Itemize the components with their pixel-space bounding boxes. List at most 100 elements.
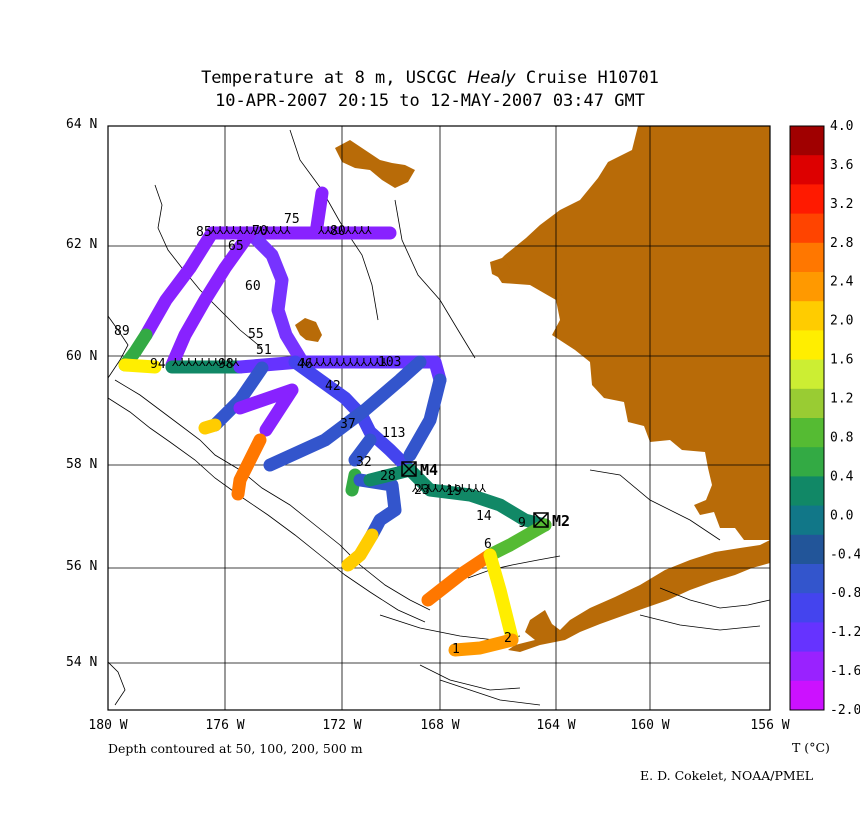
colorbar-swatch <box>790 593 824 623</box>
lat-tick-label: 64 N <box>66 117 97 132</box>
svg-text:⅄⅄⅄⅄⅄⅄⅄⅄⅄⅄⅄⅄⅄: ⅄⅄⅄⅄⅄⅄⅄⅄⅄⅄⅄⅄⅄ <box>299 356 388 369</box>
track-segment <box>483 518 552 562</box>
lat-tick-label: 54 N <box>66 655 97 670</box>
station-markers: ⅄⅄⅄⅄⅄⅄⅄⅄⅄⅄⅄⅄ ⅄⅄⅄⅄⅄⅄⅄⅄ ⅄⅄⅄⅄⅄⅄⅄⅄⅄⅄⅄⅄⅄ ⅄⅄⅄⅄… <box>171 224 486 495</box>
svg-text:1: 1 <box>452 642 460 657</box>
colorbar-tick-label: -2.0 <box>830 703 860 718</box>
svg-text:23: 23 <box>414 483 430 498</box>
lat-tick-label: 60 N <box>66 349 97 364</box>
svg-text:70: 70 <box>252 224 268 239</box>
colorbar-tick-label: 0.4 <box>830 469 854 484</box>
track-segment <box>341 528 379 572</box>
svg-text:14: 14 <box>476 509 492 524</box>
track-segment <box>165 226 257 372</box>
colorbar-swatch <box>790 388 824 419</box>
lat-tick-label: 58 N <box>66 457 97 472</box>
colorbar-swatch <box>790 359 824 390</box>
track-segment <box>421 548 497 607</box>
colorbar-tick-label: 2.4 <box>830 275 854 290</box>
lon-tick-label: 160 W <box>630 718 669 733</box>
svg-text:89: 89 <box>114 324 130 339</box>
track-segment <box>448 633 519 657</box>
track-segment <box>403 373 447 462</box>
station-labels: 1 2 6 9 14 19 23 28 32 37 42 46 51 55 60… <box>114 212 526 657</box>
track-segment <box>483 548 519 645</box>
longitude-axis: 180 W 176 W 172 W 168 W 164 W 160 W 156 … <box>88 718 789 733</box>
colorbar-swatch <box>790 126 824 156</box>
map-title-line1: Temperature at 8 m, USCGC Healy Cruise H… <box>201 68 659 88</box>
lon-tick-label: 172 W <box>322 718 361 733</box>
svg-text:103: 103 <box>378 355 401 370</box>
svg-text:19: 19 <box>446 484 462 499</box>
colorbar-tick-label: 0.0 <box>830 508 853 523</box>
track-segment <box>198 418 222 435</box>
colorbar-tick-label: 4.0 <box>830 119 853 134</box>
track-segment <box>233 355 447 387</box>
svg-text:98: 98 <box>218 357 234 372</box>
colorbar-swatch <box>790 447 824 477</box>
track-segment <box>208 361 269 432</box>
lon-tick-label: 156 W <box>750 718 789 733</box>
svg-text:2: 2 <box>504 631 512 646</box>
svg-text:113: 113 <box>382 426 405 441</box>
lon-tick-label: 176 W <box>205 718 244 733</box>
land-mass <box>295 126 770 652</box>
map-title-line2: 10-APR-2007 20:15 to 12-MAY-2007 03:47 G… <box>215 91 645 111</box>
colorbar-swatch <box>790 272 824 302</box>
mooring-m2: M2 <box>533 512 570 530</box>
svg-text:M4: M4 <box>420 461 438 479</box>
colorbar-tick-label: -0.8 <box>830 586 860 601</box>
colorbar-swatch <box>790 213 824 244</box>
grid-lines <box>108 126 770 710</box>
colorbar-tick-label: -0.4 <box>830 547 860 562</box>
colorbar-tick-label: -1.2 <box>830 625 860 640</box>
svg-text:37: 37 <box>340 417 356 432</box>
colorbar-swatch <box>790 155 824 185</box>
svg-text:32: 32 <box>356 455 372 470</box>
colorbar-tick-label: 2.8 <box>830 236 853 251</box>
colorbar-swatch <box>790 680 824 711</box>
svg-text:94: 94 <box>150 357 166 372</box>
temperature-colorbar <box>789 125 825 711</box>
lon-tick-label: 168 W <box>420 718 459 733</box>
colorbar-swatch <box>790 564 824 594</box>
colorbar-unit-label: T (°C) <box>792 740 830 755</box>
colorbar-swatch <box>790 534 824 565</box>
colorbar-swatch <box>790 418 824 448</box>
map-frame <box>107 125 771 711</box>
svg-text:51: 51 <box>256 343 272 358</box>
svg-text:⅄⅄⅄⅄⅄⅄⅄⅄: ⅄⅄⅄⅄⅄⅄⅄⅄ <box>317 224 372 237</box>
track-segment <box>118 358 162 374</box>
svg-text:80: 80 <box>330 224 346 239</box>
lat-tick-label: 56 N <box>66 559 97 574</box>
svg-text:46: 46 <box>297 357 313 372</box>
colorbar-tick-labels: 4.0 3.6 3.2 2.8 2.4 2.0 1.6 1.2 0.8 0.4 0.0 -0.4 -0.… <box>830 119 860 718</box>
colorbar-swatch <box>790 505 824 536</box>
depth-contour-note: Depth contoured at 50, 100, 200, 500 m <box>108 741 363 756</box>
latitude-axis: 64 N 62 N 60 N 58 N 56 N 54 N <box>66 117 97 670</box>
track-segment <box>263 355 427 472</box>
colorbar-tick-label: 3.6 <box>830 158 853 173</box>
cruise-track <box>118 186 552 657</box>
svg-text:9: 9 <box>518 516 526 531</box>
colorbar-swatch <box>790 184 824 215</box>
colorbar-tick-label: 1.2 <box>830 392 853 407</box>
svg-text:85: 85 <box>196 225 212 240</box>
colorbar-tick-label: 2.0 <box>830 314 853 329</box>
track-segment <box>243 226 307 365</box>
colorbar-swatch <box>790 242 824 273</box>
colorbar-swatch <box>790 622 824 653</box>
colorbar-tick-label: -1.6 <box>830 664 860 679</box>
svg-text:⅄⅄⅄⅄⅄⅄⅄⅄⅄⅄: ⅄⅄⅄⅄⅄⅄⅄⅄⅄⅄ <box>171 356 239 369</box>
svg-text:⅄⅄⅄⅄⅄⅄⅄⅄⅄⅄⅄⅄: ⅄⅄⅄⅄⅄⅄⅄⅄⅄⅄⅄⅄ <box>209 224 291 237</box>
depth-contours <box>108 129 770 706</box>
svg-text:⅄⅄⅄⅄⅄⅄⅄⅄⅄⅄⅄: ⅄⅄⅄⅄⅄⅄⅄⅄⅄⅄⅄ <box>411 482 486 495</box>
svg-text:60: 60 <box>245 279 261 294</box>
track-segment <box>348 433 377 467</box>
svg-text:55: 55 <box>248 327 264 342</box>
colorbar-tick-label: 1.6 <box>830 353 853 368</box>
track-segment <box>231 433 267 501</box>
colorbar-swatch <box>790 651 824 682</box>
svg-text:65: 65 <box>228 239 244 254</box>
